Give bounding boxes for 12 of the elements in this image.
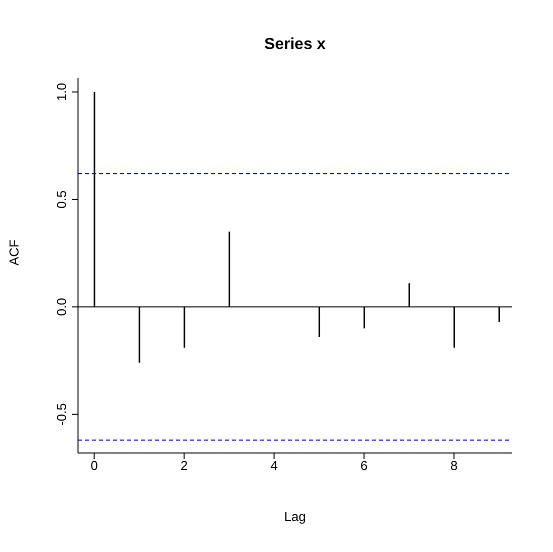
y-tick-label: 0.0 [54, 298, 69, 316]
y-tick-label: 1.0 [54, 82, 69, 102]
y-tick-label: 0.5 [54, 190, 69, 208]
y-axis-title: ACF [6, 239, 22, 266]
x-tick-label: 0 [90, 458, 98, 474]
x-axis-title: Lag [284, 509, 306, 524]
y-tick-label: -0.5 [54, 403, 69, 426]
x-tick-label: 4 [270, 458, 278, 474]
x-tick-label: 8 [450, 458, 458, 474]
chart-title: Series x [263, 36, 327, 54]
x-tick-label: 2 [180, 458, 188, 474]
x-tick-label: 6 [360, 458, 368, 474]
